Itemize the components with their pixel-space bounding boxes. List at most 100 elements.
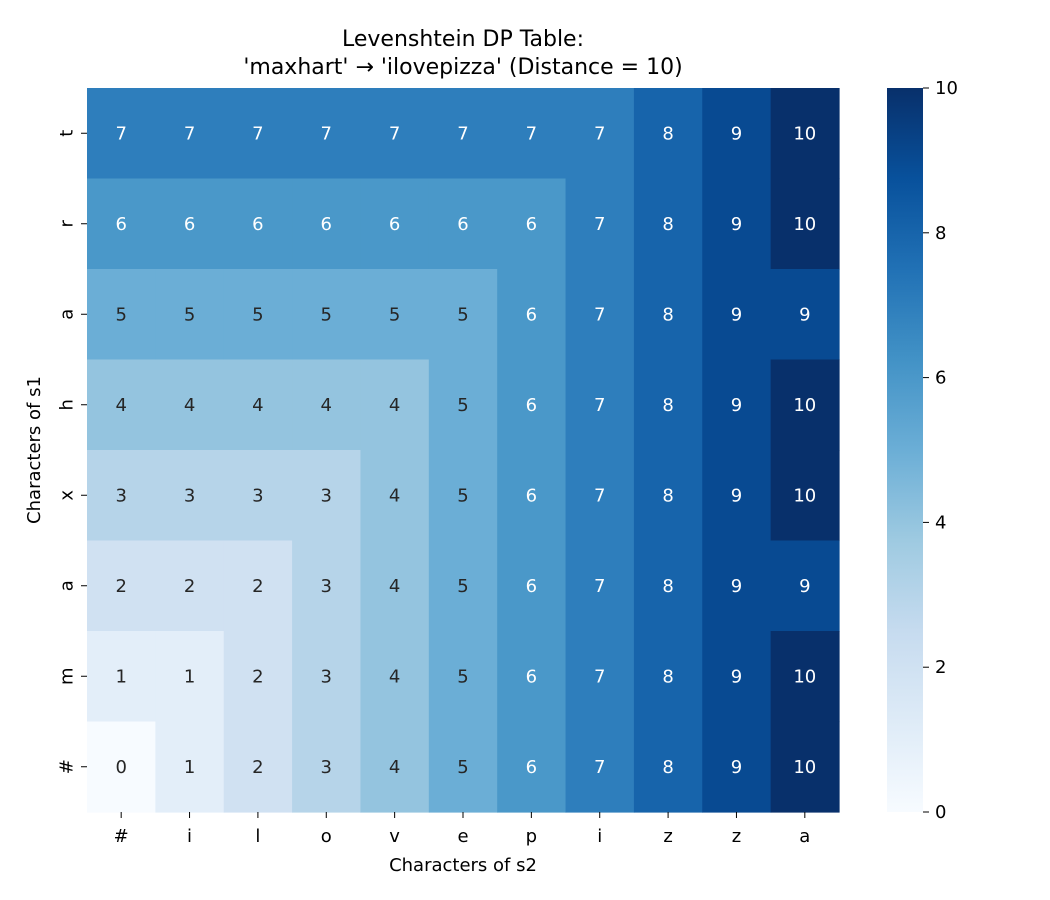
cell-value-label: 9 [731,214,742,235]
cell-value-label: 4 [389,576,400,597]
heatmap-cell [702,359,772,451]
heatmap-cell [702,269,772,361]
cell-value-label: 5 [457,395,468,416]
heatmap-cell [633,88,703,180]
heatmap-cell [633,178,703,270]
y-tick-label: a [57,309,78,320]
heatmap-cell [292,359,362,451]
heatmap-cell [87,359,156,451]
cell-value-label: 5 [457,304,468,325]
cell-value-label: 7 [594,757,605,778]
heatmap-cell [360,359,430,451]
cell-value-label: 7 [594,395,605,416]
cell-value-label: 7 [321,123,332,144]
cell-value-label: 5 [321,304,332,325]
cell-value-label: 6 [115,214,126,235]
cell-value-label: 2 [252,757,263,778]
x-tick-label: a [799,826,810,847]
y-axis-label: Characters of s1 [24,376,45,524]
heatmap-cell [633,721,703,813]
cell-value-label: 7 [252,123,263,144]
heatmap-cell [292,540,362,632]
cell-value-label: 6 [526,757,537,778]
cell-value-label: 3 [184,485,195,506]
cell-value-label: 7 [115,123,126,144]
cell-value-label: 7 [457,123,468,144]
y-tick-label: r [57,219,78,227]
heatmap-cell [565,359,635,451]
heatmap-cell [497,88,567,180]
cell-value-label: 8 [662,123,673,144]
chart-title-line1: Levenshtein DP Table: [342,27,584,52]
heatmap-cell [223,178,293,270]
cell-value-label: 7 [594,485,605,506]
heatmap-cell [565,178,635,270]
heatmap-cell [360,540,430,632]
heatmap-cell [87,88,156,180]
heatmap-cell [87,178,156,270]
cell-value-label: 2 [184,576,195,597]
heatmap-cell [565,631,635,723]
cell-value-label: 7 [594,304,605,325]
heatmap-cell [770,359,840,451]
cell-value-label: 10 [793,214,816,235]
cell-value-label: 4 [389,485,400,506]
heatmap-cell [428,178,498,270]
x-tick-label: # [114,826,129,847]
heatmap-cell [770,178,840,270]
cell-value-label: 4 [184,395,195,416]
cell-value-label: 10 [793,666,816,687]
y-tick-label: x [57,490,78,501]
cell-value-label: 8 [662,214,673,235]
heatmap-cell [565,269,635,361]
colorbar-tick-label: 4 [935,512,946,533]
cell-value-label: 4 [252,395,263,416]
x-tick-label: e [457,826,468,847]
cell-value-label: 9 [731,395,742,416]
cell-value-label: 7 [594,666,605,687]
heatmap-cell [155,269,225,361]
cell-value-label: 6 [252,214,263,235]
heatmap-cell [87,450,156,542]
cell-value-label: 9 [731,576,742,597]
cell-value-label: 9 [731,485,742,506]
heatmap-cell [702,450,772,542]
heatmap-cell [155,631,225,723]
cell-value-label: 1 [184,757,195,778]
heatmap-cell [770,269,840,361]
colorbar-tick-label: 0 [935,802,946,823]
heatmap-cell [223,269,293,361]
heatmap-cell [633,269,703,361]
x-tick-label: v [389,826,400,847]
cell-value-label: 5 [389,304,400,325]
heatmap-cell [87,631,156,723]
x-axis-label: Characters of s2 [389,855,537,876]
cell-value-label: 8 [662,757,673,778]
cell-value-label: 3 [321,666,332,687]
cell-value-label: 8 [662,485,673,506]
heatmap-cell [292,631,362,723]
heatmap-cell [702,721,772,813]
cell-value-label: 5 [457,485,468,506]
heatmap-cell [155,721,225,813]
heatmap-cell [223,450,293,542]
chart-title-line2: 'maxhart' → 'ilovepizza' (Distance = 10) [243,55,682,80]
cell-value-label: 2 [115,576,126,597]
heatmap-cell [223,631,293,723]
x-axis-ticks: # i l o v e p i z z a [114,812,810,847]
cell-value-label: 10 [793,123,816,144]
heatmap-cell [633,450,703,542]
colorbar-tick-label: 6 [935,368,946,389]
heatmap-cell [155,178,225,270]
cell-value-label: 9 [731,304,742,325]
cell-value-label: 6 [389,214,400,235]
cell-value-label: 5 [252,304,263,325]
heatmap-cell [497,631,567,723]
heatmap-cell [770,721,840,813]
x-tick-label: l [255,826,260,847]
heatmap-cell [428,450,498,542]
heatmap-cell [428,540,498,632]
cell-value-label: 5 [457,666,468,687]
heatmap-cell [497,178,567,270]
heatmap-cell [223,540,293,632]
